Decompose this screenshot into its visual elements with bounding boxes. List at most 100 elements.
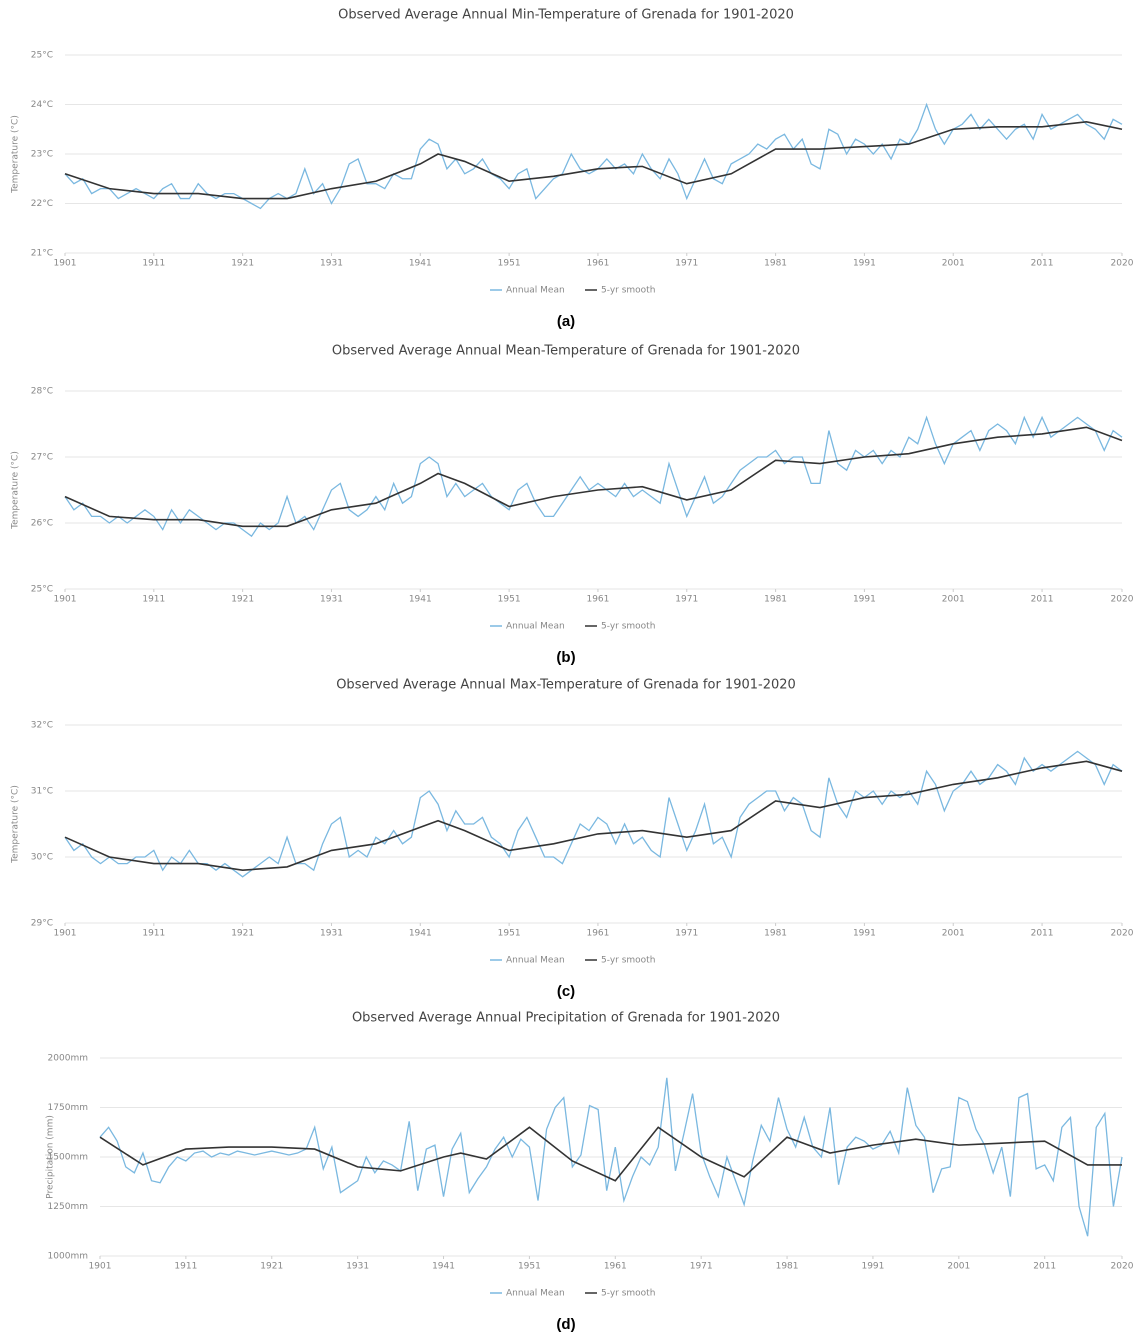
x-tick-label: 1991 [853,929,876,939]
y-tick-label: 24°C [31,100,53,110]
caption: (d) [556,1316,575,1333]
y-tick-label: 31°C [31,787,53,797]
y-tick-label: 1500mm [48,1153,88,1163]
x-tick-label: 1981 [776,1262,799,1272]
x-tick-label: 1971 [675,595,698,605]
series-line [64,121,1123,200]
y-tick-label: 2000mm [48,1054,88,1064]
y-tick-label: 27°C [31,453,53,463]
x-tick-label: 1931 [320,929,343,939]
x-tick-label: 1911 [142,259,165,269]
x-tick-label: 2001 [942,259,965,269]
x-tick-label: 1961 [586,929,609,939]
x-tick-label: 1901 [54,259,77,269]
x-tick-label: 2001 [942,929,965,939]
chart-panel: Observed Average Annual Precipitation of… [46,1011,1133,1333]
y-tick-label: 30°C [31,853,53,863]
legend-label: 5-yr smooth [601,622,655,632]
y-tick-label: 28°C [31,387,53,397]
x-tick-label: 1931 [346,1262,369,1272]
x-tick-label: 2001 [947,1262,970,1272]
x-tick-label: 1911 [174,1262,197,1272]
series-line [64,102,1123,210]
y-tick-label: 1000mm [48,1252,88,1262]
y-tick-label: 23°C [31,150,53,160]
series-line [99,1077,1123,1237]
series-line [99,1126,1122,1182]
x-tick-label: 1901 [89,1262,112,1272]
x-tick-label: 1921 [231,259,254,269]
x-tick-label: 2011 [1031,929,1054,939]
x-tick-label: 1931 [320,595,343,605]
x-tick-label: 1971 [675,929,698,939]
x-tick-label: 1991 [853,595,876,605]
x-tick-label: 1911 [142,929,165,939]
series-line [64,426,1123,528]
legend-label: Annual Mean [506,622,565,632]
x-tick-label: 1931 [320,259,343,269]
y-tick-label: 22°C [31,199,53,209]
x-tick-label: 2001 [942,595,965,605]
x-tick-label: 1971 [675,259,698,269]
x-tick-label: 1951 [498,595,521,605]
series-line [64,760,1123,872]
y-axis-label: Temperature (°C) [11,451,21,530]
y-axis-label: Temperature (°C) [11,115,21,194]
chart-panel: Observed Average Annual Mean-Temperature… [11,344,1133,666]
x-tick-label: 1961 [604,1262,627,1272]
x-tick-label: 2020 [1111,929,1133,939]
legend-label: 5-yr smooth [601,1289,655,1299]
legend-label: Annual Mean [506,286,565,296]
x-tick-label: 2020 [1111,595,1133,605]
x-tick-label: 1951 [498,259,521,269]
x-tick-label: 2011 [1033,1262,1056,1272]
y-axis-label: Precipitation (mm) [46,1115,56,1199]
x-tick-label: 1961 [586,259,609,269]
x-tick-label: 1981 [764,929,787,939]
y-tick-label: 32°C [31,721,53,731]
legend-label: 5-yr smooth [601,286,655,296]
x-tick-label: 1941 [409,595,432,605]
x-tick-label: 2011 [1031,595,1054,605]
chart-panel: Observed Average Annual Max-Temperature … [11,678,1133,1000]
x-tick-label: 1921 [260,1262,283,1272]
x-tick-label: 1951 [518,1262,541,1272]
x-tick-label: 1971 [690,1262,713,1272]
y-tick-label: 25°C [31,585,53,595]
x-tick-label: 1961 [586,595,609,605]
legend-label: Annual Mean [506,1289,565,1299]
y-tick-label: 1250mm [48,1202,88,1212]
x-tick-label: 1921 [231,929,254,939]
y-tick-label: 29°C [31,919,53,929]
chart-title: Observed Average Annual Min-Temperature … [338,8,794,23]
x-tick-label: 1991 [861,1262,884,1272]
legend-label: Annual Mean [506,956,565,966]
x-tick-label: 1951 [498,929,521,939]
x-tick-label: 1941 [432,1262,455,1272]
x-tick-label: 1981 [764,259,787,269]
y-tick-label: 26°C [31,519,53,529]
x-tick-label: 2020 [1111,1262,1133,1272]
y-tick-label: 21°C [31,249,53,259]
y-tick-label: 25°C [31,51,53,61]
x-tick-label: 1941 [409,929,432,939]
chart-title: Observed Average Annual Max-Temperature … [336,678,796,693]
x-tick-label: 2011 [1031,259,1054,269]
legend-label: 5-yr smooth [601,956,655,966]
y-tick-label: 1750mm [48,1103,88,1113]
x-tick-label: 2020 [1111,259,1133,269]
chart-panel: Observed Average Annual Min-Temperature … [11,8,1133,330]
x-tick-label: 1901 [54,929,77,939]
x-tick-label: 1921 [231,595,254,605]
series-line [64,415,1123,538]
chart-title: Observed Average Annual Mean-Temperature… [332,344,800,359]
x-tick-label: 1991 [853,259,876,269]
y-axis-label: Temperature (°C) [11,785,21,864]
caption: (b) [556,649,575,666]
caption: (c) [557,983,575,1000]
x-tick-label: 1901 [54,595,77,605]
x-tick-label: 1911 [142,595,165,605]
x-tick-label: 1981 [764,595,787,605]
x-tick-label: 1941 [409,259,432,269]
